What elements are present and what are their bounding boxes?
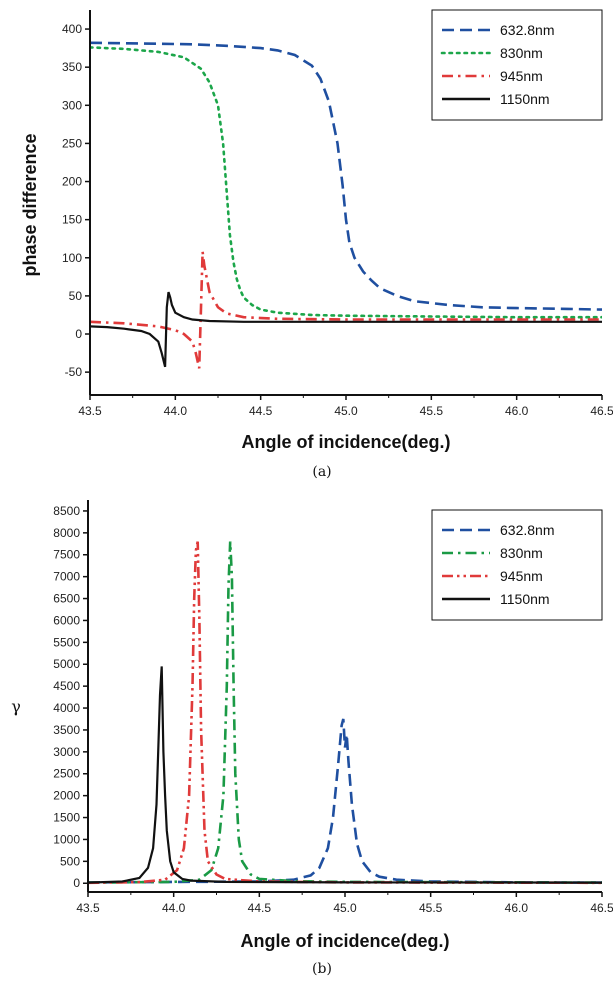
y-axis-label: phase difference bbox=[20, 133, 40, 276]
x-tick-label: 44.0 bbox=[162, 901, 186, 915]
x-tick-label: 45.0 bbox=[333, 901, 357, 915]
x-axis-label: Angle of incidence(deg.) bbox=[241, 432, 450, 452]
y-tick-label: 1500 bbox=[53, 811, 80, 825]
y-tick-label: 0 bbox=[75, 327, 82, 341]
panel-b: 43.5 44.0 44.5 45.0 45.5 46.0 46.5 0 500 1000 1500… bbox=[11, 500, 613, 977]
legend: 632.8nm 830nm 945nm 1150nm bbox=[431, 9, 603, 121]
y-tick-label: 4500 bbox=[53, 679, 80, 693]
series-line-6328nm bbox=[88, 718, 602, 884]
panel-a: 43.5 44.0 44.5 45.0 45.5 46.0 46.5 -50 0 50 100 150… bbox=[20, 9, 613, 480]
x-tick-label: 45.5 bbox=[419, 901, 443, 915]
legend-label: 830nm bbox=[500, 45, 543, 61]
series-line-1150nm bbox=[90, 291, 602, 368]
x-tick-label: 46.5 bbox=[590, 404, 613, 418]
x-tick-label: 46.0 bbox=[505, 901, 529, 915]
legend-label: 945nm bbox=[500, 568, 543, 584]
x-tick-label: 43.5 bbox=[78, 404, 102, 418]
legend-label: 945nm bbox=[500, 68, 543, 84]
series-line-830nm bbox=[88, 541, 602, 884]
y-tick-label: 2500 bbox=[53, 767, 80, 781]
y-tick-label: -50 bbox=[65, 365, 83, 379]
y-tick-label: 6500 bbox=[53, 592, 80, 606]
y-tick-label: 0 bbox=[73, 876, 80, 890]
y-tick-label: 5000 bbox=[53, 657, 80, 671]
y-tick-label: 350 bbox=[62, 60, 82, 74]
panel-caption: (a) bbox=[312, 464, 331, 480]
series-line-830nm bbox=[90, 46, 602, 319]
x-tick-label: 44.0 bbox=[164, 404, 188, 418]
y-tick-label: 5500 bbox=[53, 635, 80, 649]
y-tick-label: 100 bbox=[62, 251, 82, 265]
y-tick-label: 2000 bbox=[53, 789, 80, 803]
y-tick-label: 8000 bbox=[53, 526, 80, 540]
panel-caption: (b) bbox=[312, 961, 332, 977]
x-tick-label: 45.0 bbox=[334, 404, 358, 418]
y-tick-label: 150 bbox=[62, 213, 82, 227]
y-tick-label: 300 bbox=[62, 98, 82, 112]
y-tick-label: 500 bbox=[60, 854, 80, 868]
legend-label: 632.8nm bbox=[500, 22, 554, 38]
y-tick-label: 7500 bbox=[53, 548, 80, 562]
legend: 632.8nm 830nm 945nm 1150nm bbox=[431, 509, 603, 621]
x-tick-label: 44.5 bbox=[249, 404, 273, 418]
series-line-945nm bbox=[88, 541, 602, 885]
y-tick-label: 7000 bbox=[53, 570, 80, 584]
y-tick-label: 3000 bbox=[53, 745, 80, 759]
y-tick-label: 4000 bbox=[53, 701, 80, 715]
legend-box bbox=[431, 509, 603, 621]
legend-box bbox=[431, 9, 603, 121]
legend-label: 632.8nm bbox=[500, 522, 554, 538]
x-tick-label: 46.0 bbox=[505, 404, 529, 418]
legend-label: 830nm bbox=[500, 545, 543, 561]
x-tick-label: 46.5 bbox=[590, 901, 613, 915]
legend-label: 1150nm bbox=[500, 91, 550, 107]
series-line-1150nm bbox=[88, 666, 602, 884]
y-tick-label: 6000 bbox=[53, 613, 80, 627]
x-tick-label: 43.5 bbox=[76, 901, 100, 915]
x-tick-label: 45.5 bbox=[420, 404, 444, 418]
legend-label: 1150nm bbox=[500, 591, 550, 607]
y-tick-label: 50 bbox=[69, 289, 83, 303]
y-tick-label: 250 bbox=[62, 136, 82, 150]
y-axis-label: γ bbox=[11, 697, 21, 716]
x-tick-label: 44.5 bbox=[248, 901, 272, 915]
y-tick-label: 400 bbox=[62, 22, 82, 36]
y-tick-label: 200 bbox=[62, 175, 82, 189]
y-tick-label: 1000 bbox=[53, 832, 80, 846]
y-tick-label: 3500 bbox=[53, 723, 80, 737]
series-line-6328nm bbox=[90, 41, 602, 311]
y-tick-label: 8500 bbox=[53, 504, 80, 518]
series-line-945nm bbox=[90, 251, 602, 369]
x-axis-label: Angle of incidence(deg.) bbox=[240, 931, 449, 951]
